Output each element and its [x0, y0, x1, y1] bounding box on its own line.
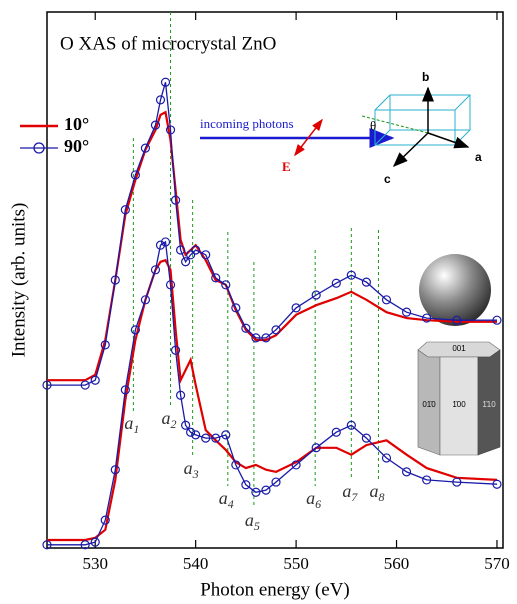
x-tick-label: 530	[82, 554, 108, 573]
inset-geometry: incoming photons E θ b a c 001 01̄0 1̄00…	[200, 70, 500, 455]
marker-label: a1	[124, 413, 139, 436]
x-axis-label: Photon energy (eV)	[200, 579, 350, 600]
marker-letter: a	[124, 413, 133, 433]
field-label: E	[282, 159, 291, 174]
marker-sub: 4	[228, 497, 234, 511]
axis-a-label: a	[475, 150, 482, 164]
face-label: 001	[452, 344, 466, 353]
marker-sub: 3	[192, 467, 199, 481]
legend-label: 10°	[64, 114, 89, 134]
x-tick-label: 560	[384, 554, 410, 573]
chart-title: O XAS of microcrystal ZnO	[60, 33, 276, 54]
series-line	[47, 112, 497, 380]
marker-letter: a	[245, 510, 254, 530]
marker-sub: 2	[171, 417, 177, 431]
marker-sub: 8	[378, 490, 384, 504]
axis-b-label: b	[422, 70, 429, 84]
marker-letter: a	[162, 408, 171, 428]
legend-label: 90°	[64, 136, 89, 156]
marker-label: a8	[369, 481, 384, 504]
marker-sub: 7	[351, 490, 358, 504]
photon-label: incoming photons	[200, 116, 294, 131]
chart: O XAS of microcrystal ZnO Photon energy …	[0, 0, 517, 604]
face-label: 1̄00	[452, 400, 466, 409]
marker-sub: 5	[254, 519, 260, 533]
x-tick-label: 540	[183, 554, 209, 573]
face-label: 01̄0	[422, 400, 436, 409]
marker-sub: 6	[315, 497, 321, 511]
marker-label: a3	[184, 458, 199, 481]
marker-letter: a	[219, 488, 228, 508]
angle-label: θ	[370, 118, 376, 133]
marker-letter: a	[342, 481, 351, 501]
face-label: 1̄10	[482, 400, 496, 409]
marker-letter: a	[184, 458, 193, 478]
axis-c-label: c	[384, 172, 391, 186]
y-axis-label: Intensity (arb. units)	[8, 203, 29, 358]
marker-label: a5	[245, 510, 260, 533]
marker-label: a7	[342, 481, 358, 504]
marker-label: a4	[219, 488, 234, 511]
axis-c	[394, 133, 428, 166]
marker-letter: a	[306, 488, 315, 508]
marker-letter: a	[369, 481, 378, 501]
marker-label: a2	[162, 408, 177, 431]
marker-sub: 1	[133, 422, 139, 436]
x-tick-label: 570	[484, 554, 510, 573]
marker-label: a6	[306, 488, 321, 511]
x-tick-label: 550	[283, 554, 309, 573]
